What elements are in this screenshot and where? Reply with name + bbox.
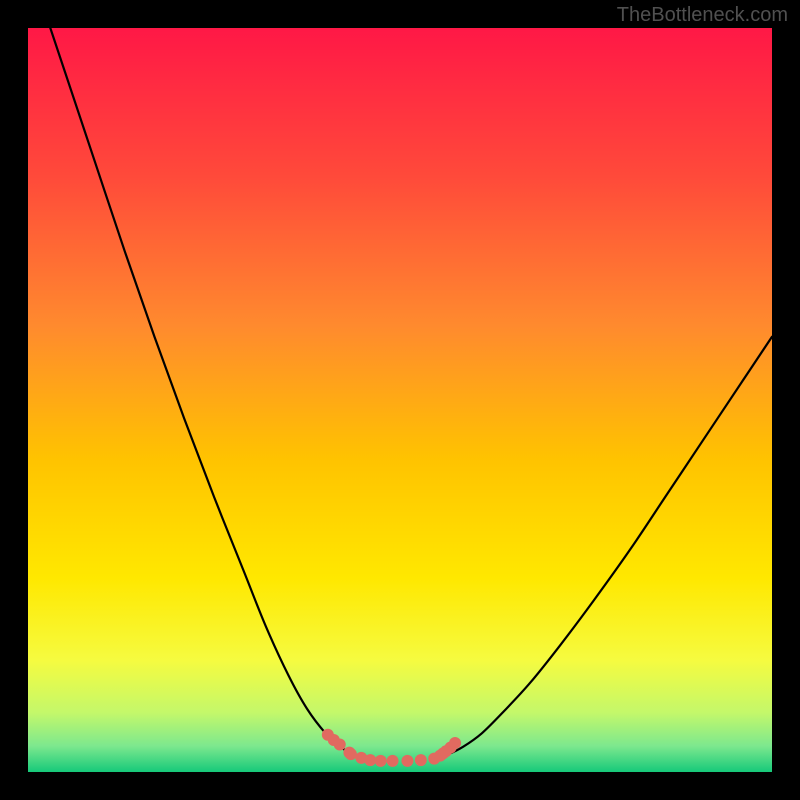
- plot-area: [28, 28, 772, 772]
- background-gradient: [28, 28, 772, 772]
- watermark-text: TheBottleneck.com: [617, 4, 788, 27]
- chart-frame: TheBottleneck.com: [0, 0, 800, 800]
- plot-outer-border: [28, 28, 772, 772]
